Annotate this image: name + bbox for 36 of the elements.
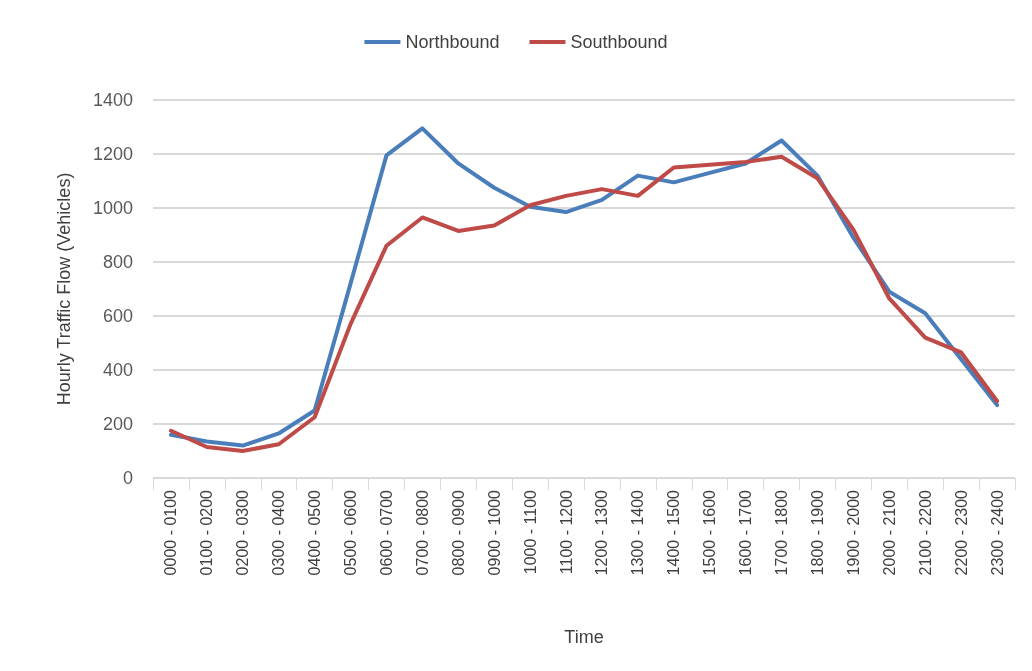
x-tick-label: 0200 - 0300 <box>234 489 252 576</box>
y-tick-label: 400 <box>102 360 133 380</box>
legend-label: Southbound <box>570 32 668 52</box>
x-tick-label: 1300 - 1400 <box>629 489 647 576</box>
x-tick-label: 2100 - 2200 <box>916 489 934 576</box>
x-tick-label: 2200 - 2300 <box>952 489 970 576</box>
y-tick-label: 600 <box>102 306 133 326</box>
x-tick-label: 2000 - 2100 <box>880 489 898 576</box>
x-tick-label: 0400 - 0500 <box>306 489 324 576</box>
x-tick-label: 1200 - 1300 <box>593 489 611 576</box>
x-tick-label: 1500 - 1600 <box>701 489 719 576</box>
x-tick-label: 0700 - 0800 <box>413 489 431 576</box>
x-tick-label: 0800 - 0900 <box>449 489 467 576</box>
x-tick-label: 0900 - 1000 <box>485 489 503 576</box>
x-tick-label: 1600 - 1700 <box>737 489 755 576</box>
x-tick-label: 0100 - 0200 <box>198 489 216 576</box>
x-tick-label: 1100 - 1200 <box>557 489 575 575</box>
x-tick-label: 0300 - 0400 <box>270 489 288 576</box>
x-axis-title: Time <box>564 627 604 647</box>
y-tick-label: 0 <box>122 468 133 488</box>
x-tick-label: 1400 - 1500 <box>665 489 683 576</box>
y-tick-label: 200 <box>102 414 133 434</box>
x-tick-label: 1700 - 1800 <box>773 489 791 576</box>
x-tick-label: 1800 - 1900 <box>808 489 826 576</box>
x-tick-label: 0600 - 0700 <box>377 489 395 576</box>
y-tick-label: 1200 <box>92 144 133 164</box>
y-tick-label: 1400 <box>92 90 133 110</box>
y-tick-label: 1000 <box>92 198 133 218</box>
y-tick-label: 800 <box>102 252 133 272</box>
x-tick-label: 0500 - 0600 <box>342 489 360 576</box>
x-tick-label: 0000 - 0100 <box>162 489 180 576</box>
x-tick-label: 1900 - 2000 <box>844 489 862 576</box>
legend-label: Northbound <box>405 32 500 52</box>
x-tick-label: 2300 - 2400 <box>988 489 1006 576</box>
x-tick-label: 1000 - 1100 <box>521 489 539 575</box>
y-axis-title: Hourly Traffic Flow (Vehicles) <box>54 172 74 406</box>
